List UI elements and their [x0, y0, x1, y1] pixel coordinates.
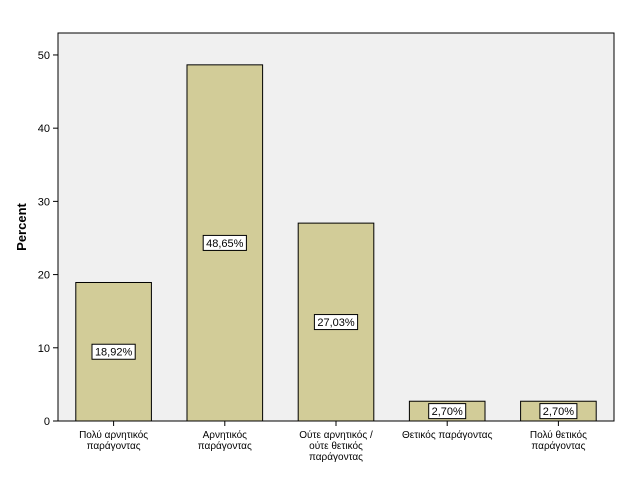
- data-label-box: [91, 343, 136, 360]
- data-label: 48,65%: [206, 238, 244, 250]
- bars-group: 18,92% 48,65% 27,03% 2,70% 2,70%: [75, 64, 597, 422]
- y-tick-label: 20: [38, 270, 50, 282]
- data-label: 2,70%: [432, 406, 463, 418]
- y-tick-label: 0: [44, 416, 50, 428]
- data-label-box: [428, 403, 467, 420]
- data-label-box: [202, 234, 247, 251]
- x-axis-labels: Πολύ αρνητικός παράγοντας Αρνητικός παράγον…: [79, 421, 587, 463]
- y-tick-label: 30: [38, 196, 50, 208]
- y-tick-label: 40: [38, 123, 50, 135]
- data-label: 2,70%: [543, 406, 574, 418]
- y-tick-label: 50: [38, 50, 50, 62]
- data-label-box: [313, 314, 359, 331]
- x-category-label: Πολύ θετικός παράγοντας: [530, 429, 587, 452]
- data-label-box: [539, 403, 578, 420]
- x-category-label: Ούτε αρνητικός / ούτε θετικός παράγοντας: [299, 429, 373, 463]
- y-axis: 0 10 20 30 40 50: [38, 50, 58, 428]
- x-category-label: Αρνητικός παράγοντας: [198, 429, 252, 452]
- data-label: 27,03%: [317, 317, 355, 329]
- y-tick-label: 10: [38, 343, 50, 355]
- x-category-label: Θετικός παράγοντας: [402, 429, 493, 441]
- x-category-label: Πολύ αρνητικός παράγοντας: [79, 429, 148, 452]
- y-axis-title: Percent: [14, 202, 29, 250]
- data-label: 18,92%: [95, 347, 133, 359]
